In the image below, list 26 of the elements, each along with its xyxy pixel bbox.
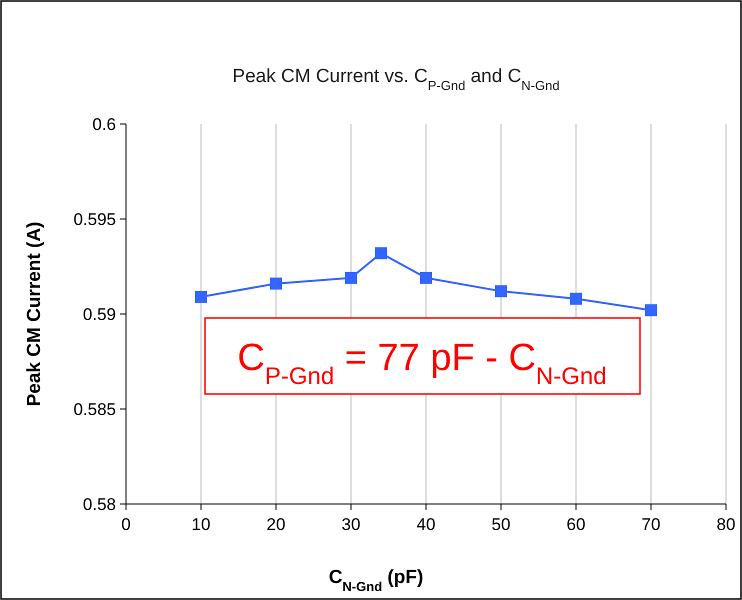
annotation: C$_{P-Gnd}$ = 77 pF - C$_{N-Gnd}$ — [237, 337, 607, 390]
x-tick-label: 50 — [492, 515, 510, 534]
x-tick-label: 40 — [416, 515, 436, 534]
point — [420, 272, 432, 284]
point — [270, 278, 282, 290]
point — [375, 247, 387, 260]
x-tick-label: 20 — [266, 515, 286, 534]
y-tick-label: 0.585 — [73, 400, 116, 419]
x-tick-label: 10 — [192, 515, 210, 534]
point — [195, 290, 207, 303]
y-axis-title: Peak CM Current (A) — [24, 222, 45, 406]
y-tick-label: 0.58 — [82, 495, 116, 514]
x-tick-label: 80 — [716, 515, 736, 534]
chart-title: Peak CM Current vs. C$_{P-Gnd}$ and C$_{N-Gnd}$ — [232, 66, 560, 92]
point — [570, 292, 582, 305]
point — [495, 285, 507, 298]
point — [345, 272, 357, 284]
x-tick-label: 30 — [342, 515, 360, 534]
x-tick-label: 70 — [642, 515, 660, 534]
x-axis-title: C$_{N-Gnd}$ (pF) — [328, 567, 424, 594]
y-tick-label: 0.59 — [82, 305, 116, 324]
y-tick-label: 0.6 — [92, 115, 116, 134]
x-tick-label: 0 — [121, 515, 131, 534]
point — [645, 304, 657, 316]
x-tick-label: 60 — [566, 515, 586, 534]
y-tick-label: 0.595 — [73, 210, 116, 229]
